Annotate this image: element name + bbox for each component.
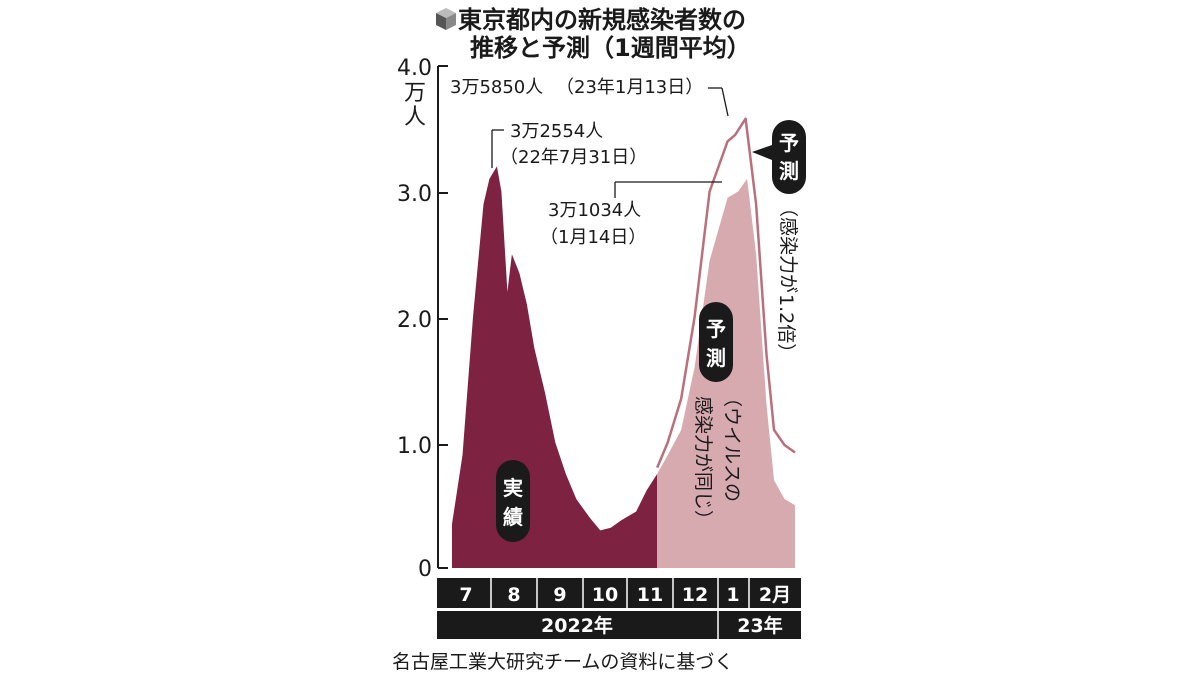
y-tick-label: 4.0 [397,56,432,81]
x-tick-label: 11 [637,584,663,606]
x-tick-label: 1 [726,584,739,606]
forecast-high-label: 測 [779,159,799,183]
annotation-peak-high-date: （23年1月13日） [556,77,703,98]
year-band [437,611,801,639]
y-tick-label: 2.0 [397,308,432,333]
source-note: 名古屋工業大研究チームの資料に基づく [392,651,733,673]
chart-title-line2: 推移と予測（1週間平均） [470,34,751,62]
forecast-same-label: 予 [706,317,726,341]
x-tick-label: 7 [459,584,472,606]
forecast-same-note-line1: （ウイルスの [721,388,743,502]
month-separators [490,578,750,608]
annotation-peak-2022-value: 3万2554人 [510,121,603,142]
annotation-peak-high [708,87,729,117]
forecast-high-note: （感染力が 1.2倍） [775,198,799,362]
x-tick-label: 10 [592,584,618,606]
annotation-peak-same [614,181,722,198]
annotation-peak-same-value: 3万1034人 [548,200,641,221]
x-tick-label: 12 [682,584,708,606]
y-tick-label: 0 [418,557,432,582]
forecast-same-pill [699,302,733,382]
actual-label: 績 [503,505,523,529]
x-tick-label: 8 [507,584,520,606]
annotation-peak-high-value: 3万5850人 [450,77,543,98]
forecast-high-pill [752,120,806,194]
forecast-same-note-line2: 感染力が同じ） [692,396,714,529]
month-band [437,578,801,608]
x-tick-label: 2月 [759,584,791,606]
forecast-high-note-line1: （感染力が [777,198,799,293]
forecast-same-note: （ウイルスの 感染力が同じ） [692,388,743,529]
y-unit-label: 万 [404,81,426,106]
series-2-line [656,117,796,469]
title-icon [436,8,456,30]
x-tick-label: 9 [553,584,566,606]
forecast-high-note-line2: 1.2倍） [775,294,797,362]
actual-label: 実 [503,476,523,500]
chart-title-line1: 東京都内の新規感染者数の [458,6,746,34]
annotation-peak-same-date: （1月14日） [540,227,646,248]
year-label: 23年 [737,614,782,637]
annotation-peak-2022-date: （22年7月31日） [500,147,647,168]
actual-label-pill [496,460,530,542]
y-tick-label: 1.0 [397,434,432,459]
y-axis [437,65,448,569]
annotation-peak-2022 [491,129,504,168]
y-unit-label: 人 [404,105,426,130]
forecast-high-label: 予 [779,131,799,155]
year-label: 2022年 [541,614,613,637]
forecast-same-label: 測 [706,346,726,370]
y-tick-label: 3.0 [397,182,432,207]
